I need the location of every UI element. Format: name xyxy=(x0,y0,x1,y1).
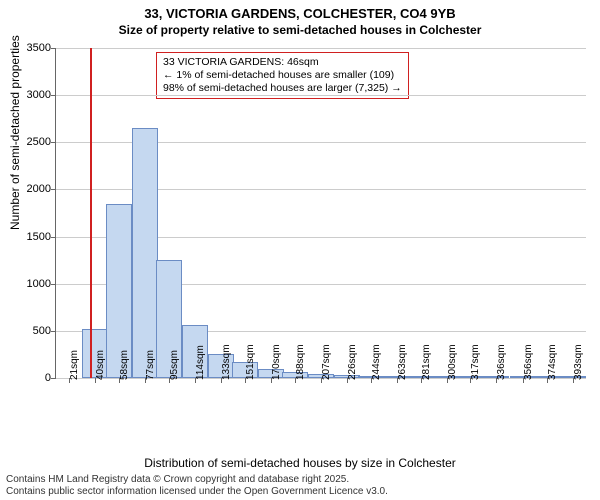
x-tick-label: 151sqm xyxy=(245,344,256,380)
x-tick-mark xyxy=(221,378,222,383)
y-tick-mark xyxy=(51,142,56,143)
chart-title-sub: Size of property relative to semi-detach… xyxy=(0,21,600,41)
x-tick-label: 114sqm xyxy=(195,345,206,380)
x-tick-label: 356sqm xyxy=(523,344,534,380)
x-tick-mark xyxy=(547,378,548,383)
x-tick-mark xyxy=(523,378,524,383)
footer-line-1: Contains HM Land Registry data © Crown c… xyxy=(6,474,388,486)
x-tick-label: 263sqm xyxy=(397,344,408,380)
y-tick-label: 1000 xyxy=(11,278,51,290)
x-tick-label: 170sqm xyxy=(271,344,282,380)
x-axis-label: Distribution of semi-detached houses by … xyxy=(0,456,600,470)
x-tick-label: 133sqm xyxy=(221,344,232,380)
annotation-box: 33 VICTORIA GARDENS: 46sqm ← 1% of semi-… xyxy=(156,52,409,99)
property-marker-line xyxy=(90,48,92,378)
x-tick-mark xyxy=(371,378,372,383)
y-tick-label: 2500 xyxy=(11,136,51,148)
x-tick-mark xyxy=(169,378,170,383)
x-tick-label: 40sqm xyxy=(95,350,106,380)
x-tick-label: 336sqm xyxy=(496,344,507,380)
x-tick-mark xyxy=(195,378,196,383)
annotation-line-2: ← 1% of semi-detached houses are smaller… xyxy=(163,69,402,82)
x-tick-mark xyxy=(95,378,96,383)
y-tick-mark xyxy=(51,378,56,379)
y-tick-mark xyxy=(51,237,56,238)
y-axis-label: Number of semi-detached properties xyxy=(8,35,22,230)
annotation-line-3: 98% of semi-detached houses are larger (… xyxy=(163,82,402,95)
chart-container: 33, VICTORIA GARDENS, COLCHESTER, CO4 9Y… xyxy=(0,0,600,500)
y-tick-label: 2000 xyxy=(11,183,51,195)
x-tick-mark xyxy=(496,378,497,383)
histogram-bar xyxy=(132,128,158,378)
footer-line-2: Contains public sector information licen… xyxy=(6,486,388,498)
x-tick-mark xyxy=(119,378,120,383)
x-tick-label: 188sqm xyxy=(295,344,306,380)
footer-attribution: Contains HM Land Registry data © Crown c… xyxy=(6,474,388,498)
x-tick-mark xyxy=(295,378,296,383)
x-tick-label: 77sqm xyxy=(145,350,156,380)
x-tick-label: 207sqm xyxy=(321,344,332,380)
chart-title-main: 33, VICTORIA GARDENS, COLCHESTER, CO4 9Y… xyxy=(0,0,600,21)
y-tick-label: 3500 xyxy=(11,42,51,54)
plot-region: 33 VICTORIA GARDENS: 46sqm ← 1% of semi-… xyxy=(55,48,586,379)
x-tick-label: 244sqm xyxy=(371,344,382,380)
y-tick-label: 1500 xyxy=(11,231,51,243)
y-tick-label: 3000 xyxy=(11,89,51,101)
x-tick-mark xyxy=(470,378,471,383)
x-tick-label: 300sqm xyxy=(447,344,458,380)
grid-line xyxy=(56,48,586,49)
x-tick-label: 281sqm xyxy=(421,344,432,380)
x-tick-mark xyxy=(271,378,272,383)
chart-area: 33 VICTORIA GARDENS: 46sqm ← 1% of semi-… xyxy=(55,48,585,408)
x-tick-mark xyxy=(69,378,70,383)
x-tick-label: 95sqm xyxy=(169,350,180,380)
x-tick-label: 58sqm xyxy=(119,350,130,380)
y-tick-mark xyxy=(51,95,56,96)
x-tick-mark xyxy=(397,378,398,383)
grid-line xyxy=(56,95,586,96)
x-tick-mark xyxy=(347,378,348,383)
y-tick-mark xyxy=(51,48,56,49)
y-tick-mark xyxy=(51,284,56,285)
x-tick-mark xyxy=(447,378,448,383)
x-tick-mark xyxy=(321,378,322,383)
annotation-line-1: 33 VICTORIA GARDENS: 46sqm xyxy=(163,56,402,69)
y-tick-mark xyxy=(51,331,56,332)
x-tick-label: 374sqm xyxy=(547,344,558,380)
x-tick-label: 393sqm xyxy=(573,344,584,380)
x-tick-label: 21sqm xyxy=(69,350,80,380)
x-tick-mark xyxy=(573,378,574,383)
x-tick-mark xyxy=(145,378,146,383)
y-tick-label: 500 xyxy=(11,325,51,337)
x-tick-mark xyxy=(245,378,246,383)
y-tick-label: 0 xyxy=(11,372,51,384)
y-tick-mark xyxy=(51,189,56,190)
x-tick-label: 317sqm xyxy=(470,344,481,380)
x-tick-mark xyxy=(421,378,422,383)
x-tick-label: 226sqm xyxy=(347,344,358,380)
